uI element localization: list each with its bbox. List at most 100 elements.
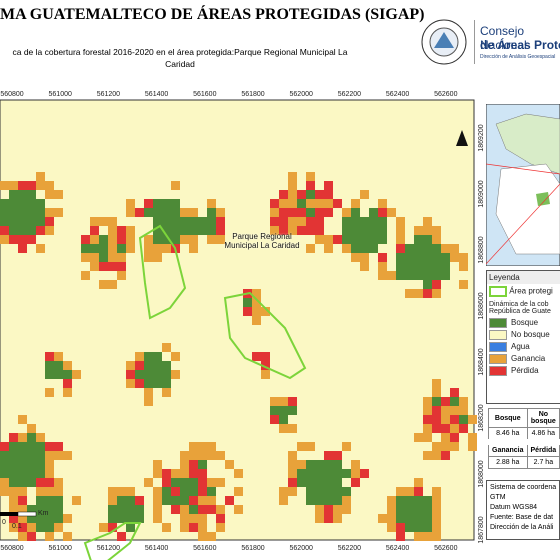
raster-cell <box>288 406 297 415</box>
raster-cell <box>441 397 450 406</box>
raster-cell <box>324 451 333 460</box>
raster-cell <box>324 469 333 478</box>
raster-cell <box>45 217 54 226</box>
y-coord-label: 1868000 <box>478 460 485 487</box>
raster-cell <box>18 415 27 424</box>
raster-cell <box>36 172 45 181</box>
raster-cell <box>126 244 135 253</box>
raster-cell <box>333 505 342 514</box>
raster-cell <box>432 451 441 460</box>
raster-cell <box>333 496 342 505</box>
raster-cell <box>441 451 450 460</box>
raster-cell <box>441 433 450 442</box>
raster-cell <box>432 244 441 253</box>
raster-cell <box>108 226 117 235</box>
raster-cell <box>36 181 45 190</box>
raster-cell <box>279 208 288 217</box>
raster-cell <box>189 487 198 496</box>
raster-cell <box>324 235 333 244</box>
raster-cell <box>162 496 171 505</box>
raster-cell <box>27 469 36 478</box>
x-coord-label: 561400 <box>145 91 168 98</box>
raster-cell <box>450 424 459 433</box>
raster-cell <box>198 505 207 514</box>
y-coord-label: 1868600 <box>478 292 485 319</box>
raster-cell <box>45 352 54 361</box>
raster-cell <box>144 379 153 388</box>
raster-cell <box>144 370 153 379</box>
raster-cell <box>126 208 135 217</box>
raster-cell <box>180 235 189 244</box>
raster-cell <box>459 424 468 433</box>
raster-cell <box>36 460 45 469</box>
raster-cell <box>0 487 9 496</box>
raster-cell <box>279 397 288 406</box>
x-coord-label: 561000 <box>49 545 72 552</box>
y-coord-label: 1868200 <box>478 404 485 431</box>
raster-cell <box>198 226 207 235</box>
raster-cell <box>135 208 144 217</box>
raster-cell <box>333 469 342 478</box>
raster-cell <box>18 496 27 505</box>
raster-cell <box>414 244 423 253</box>
raster-cell <box>207 199 216 208</box>
legend: Leyenda Área protegi Dinámica de la cob … <box>486 270 560 404</box>
raster-cell <box>432 406 441 415</box>
raster-cell <box>432 532 441 541</box>
raster-cell <box>432 442 441 451</box>
raster-cell <box>288 469 297 478</box>
raster-cell <box>45 514 54 523</box>
raster-cell <box>117 532 126 541</box>
raster-cell <box>207 217 216 226</box>
x-coord-label: 562000 <box>290 545 313 552</box>
raster-cell <box>27 478 36 487</box>
raster-cell <box>261 361 270 370</box>
raster-cell <box>432 379 441 388</box>
raster-cell <box>288 199 297 208</box>
raster-cell <box>396 235 405 244</box>
raster-cell <box>405 262 414 271</box>
raster-cell <box>378 217 387 226</box>
raster-cell <box>126 226 135 235</box>
raster-cell <box>423 514 432 523</box>
raster-cell <box>387 523 396 532</box>
raster-cell <box>306 172 315 181</box>
raster-cell <box>405 496 414 505</box>
raster-cell <box>396 496 405 505</box>
raster-cell <box>387 505 396 514</box>
raster-cell <box>342 442 351 451</box>
x-coord-label: 562200 <box>338 91 361 98</box>
logo-text: Consejo Nacional <box>480 24 527 52</box>
raster-cell <box>189 442 198 451</box>
raster-cell <box>162 388 171 397</box>
raster-cell <box>423 280 432 289</box>
info-line: GTM <box>490 494 506 501</box>
raster-cell <box>306 478 315 487</box>
raster-cell <box>207 487 216 496</box>
legend-label: Área protegi <box>509 286 553 296</box>
raster-cell <box>369 217 378 226</box>
raster-cell <box>378 271 387 280</box>
raster-cell <box>117 271 126 280</box>
x-coord-label: 561800 <box>241 91 264 98</box>
raster-cell <box>63 514 72 523</box>
raster-cell <box>423 226 432 235</box>
raster-cell <box>288 424 297 433</box>
subtitle: ca de la cobertura forestal 2016-2020 en… <box>12 47 348 69</box>
raster-cell <box>432 424 441 433</box>
raster-cell <box>108 514 117 523</box>
raster-cell <box>117 226 126 235</box>
raster-cell <box>378 199 387 208</box>
raster-cell <box>360 244 369 253</box>
raster-cell <box>459 406 468 415</box>
raster-cell <box>171 487 180 496</box>
raster-cell <box>45 388 54 397</box>
raster-cell <box>180 226 189 235</box>
legend-label: Agua <box>511 342 530 352</box>
raster-cell <box>297 442 306 451</box>
raster-cell <box>54 478 63 487</box>
raster-cell <box>414 487 423 496</box>
raster-cell <box>54 487 63 496</box>
raster-cell <box>162 244 171 253</box>
